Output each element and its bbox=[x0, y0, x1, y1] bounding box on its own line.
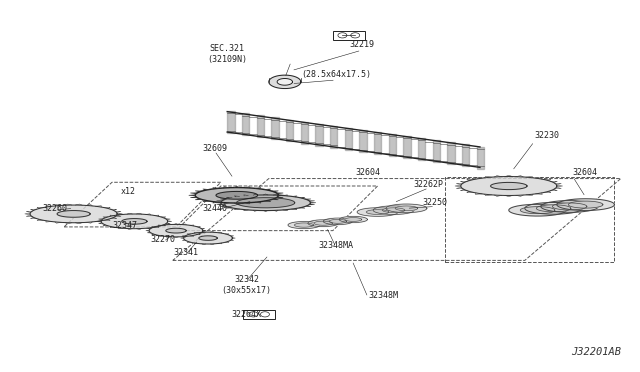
Polygon shape bbox=[221, 195, 310, 211]
Text: 32604: 32604 bbox=[355, 169, 381, 177]
Polygon shape bbox=[541, 201, 598, 212]
Polygon shape bbox=[382, 208, 405, 212]
Polygon shape bbox=[314, 221, 332, 225]
Polygon shape bbox=[433, 140, 440, 162]
Polygon shape bbox=[216, 192, 257, 199]
Polygon shape bbox=[294, 223, 314, 227]
Polygon shape bbox=[552, 203, 587, 210]
Polygon shape bbox=[301, 122, 308, 144]
Polygon shape bbox=[288, 222, 320, 228]
Polygon shape bbox=[520, 207, 555, 214]
Polygon shape bbox=[491, 182, 527, 190]
Text: SEC.321
(32109N): SEC.321 (32109N) bbox=[207, 44, 247, 64]
Polygon shape bbox=[323, 218, 353, 225]
Polygon shape bbox=[286, 119, 293, 141]
Polygon shape bbox=[57, 211, 90, 217]
Text: 32262P: 32262P bbox=[414, 180, 444, 189]
Text: J32201AB: J32201AB bbox=[571, 347, 621, 357]
Polygon shape bbox=[199, 236, 217, 240]
FancyBboxPatch shape bbox=[243, 310, 275, 319]
Text: 32341: 32341 bbox=[173, 248, 198, 257]
Polygon shape bbox=[316, 124, 323, 146]
Polygon shape bbox=[447, 142, 455, 164]
Polygon shape bbox=[418, 138, 426, 160]
Text: (30x55x17): (30x55x17) bbox=[221, 286, 271, 295]
Polygon shape bbox=[509, 204, 566, 216]
Polygon shape bbox=[461, 177, 557, 195]
Polygon shape bbox=[277, 78, 292, 85]
Polygon shape bbox=[373, 206, 414, 215]
Text: 32604: 32604 bbox=[573, 169, 598, 177]
Polygon shape bbox=[395, 206, 418, 211]
Text: 32440: 32440 bbox=[202, 204, 227, 213]
Polygon shape bbox=[462, 144, 470, 166]
Polygon shape bbox=[30, 205, 117, 223]
Polygon shape bbox=[237, 198, 294, 208]
Polygon shape bbox=[330, 126, 337, 148]
Polygon shape bbox=[101, 214, 168, 229]
Circle shape bbox=[260, 312, 269, 317]
Polygon shape bbox=[374, 132, 381, 154]
Circle shape bbox=[249, 312, 258, 317]
Polygon shape bbox=[149, 224, 203, 237]
Text: 32342: 32342 bbox=[234, 275, 259, 283]
Text: 32264X: 32264X bbox=[232, 310, 261, 319]
FancyBboxPatch shape bbox=[333, 31, 365, 40]
Polygon shape bbox=[345, 218, 362, 221]
Text: 32348MA: 32348MA bbox=[319, 241, 353, 250]
Text: 32270: 32270 bbox=[150, 235, 176, 244]
Text: 32347: 32347 bbox=[112, 221, 138, 230]
Text: 32219: 32219 bbox=[349, 40, 374, 49]
Text: 32230: 32230 bbox=[534, 131, 559, 140]
Polygon shape bbox=[195, 187, 278, 203]
Polygon shape bbox=[525, 202, 582, 214]
Text: (28.5x64x17.5): (28.5x64x17.5) bbox=[301, 70, 371, 79]
Polygon shape bbox=[308, 220, 339, 227]
Text: 32260: 32260 bbox=[42, 204, 67, 213]
Polygon shape bbox=[227, 111, 234, 133]
Polygon shape bbox=[477, 147, 484, 169]
Polygon shape bbox=[388, 134, 396, 156]
Polygon shape bbox=[536, 205, 571, 212]
Polygon shape bbox=[269, 75, 301, 89]
Polygon shape bbox=[271, 118, 278, 140]
Polygon shape bbox=[184, 232, 232, 244]
Polygon shape bbox=[257, 115, 264, 137]
Polygon shape bbox=[329, 219, 347, 223]
Polygon shape bbox=[403, 136, 411, 158]
Text: 32348M: 32348M bbox=[368, 291, 398, 300]
Polygon shape bbox=[242, 113, 249, 135]
Polygon shape bbox=[339, 217, 367, 222]
Circle shape bbox=[351, 33, 360, 38]
Polygon shape bbox=[166, 228, 186, 233]
Polygon shape bbox=[359, 130, 367, 152]
Text: x12: x12 bbox=[120, 187, 136, 196]
Polygon shape bbox=[345, 128, 352, 150]
Polygon shape bbox=[557, 199, 614, 211]
Polygon shape bbox=[366, 210, 389, 214]
Polygon shape bbox=[386, 204, 427, 213]
Polygon shape bbox=[568, 201, 603, 208]
Circle shape bbox=[338, 33, 347, 38]
Polygon shape bbox=[122, 218, 147, 224]
Polygon shape bbox=[357, 208, 398, 217]
Text: 32250: 32250 bbox=[422, 198, 448, 207]
Text: 32609: 32609 bbox=[202, 144, 227, 153]
